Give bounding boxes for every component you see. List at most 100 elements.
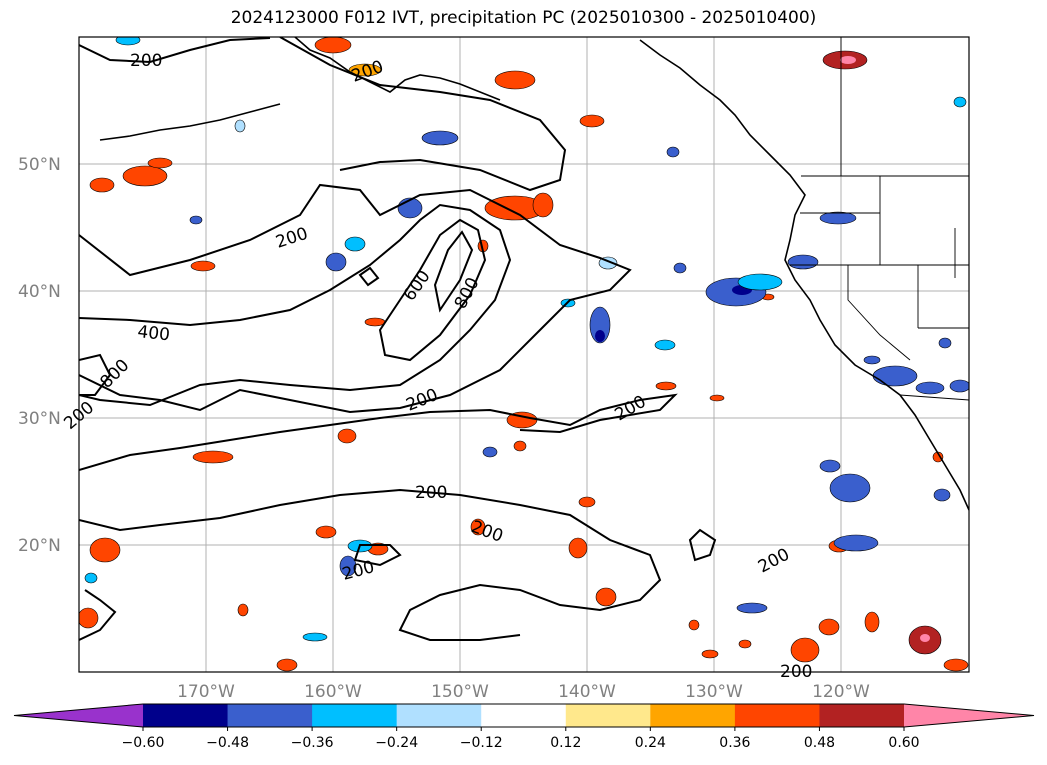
colorbar-segment (143, 704, 229, 727)
pc-patch (579, 114, 605, 128)
lon-label-120w: 120°W (812, 682, 870, 702)
pc-patch (421, 130, 459, 146)
pc-patch (302, 632, 328, 642)
pc-patch (833, 534, 879, 552)
pc-patch (709, 394, 725, 402)
colorbar-tick-label: 0.12 (550, 735, 581, 751)
pc-patch (482, 446, 498, 458)
colorbar-segment (227, 704, 313, 727)
pc-patch (953, 96, 967, 108)
ivt-contour-200-south (79, 488, 662, 641)
pc-patch (494, 70, 536, 90)
lat-label-50: 50°N (18, 155, 61, 175)
ivt-contour-200-south-west (79, 589, 117, 641)
ivt-contour-200-north (79, 37, 271, 64)
map-frame (78, 36, 970, 673)
pc-patch (234, 119, 246, 133)
pc-patch (115, 37, 141, 46)
pc-patch (688, 619, 700, 631)
pc-patch (737, 273, 783, 291)
pc-patch (595, 587, 617, 607)
pc-patch (920, 634, 930, 642)
pc-patch (532, 192, 554, 218)
pc-patch (736, 602, 768, 614)
pc-patch (738, 639, 752, 649)
pc-patch (840, 56, 856, 64)
pc-patch (787, 254, 819, 270)
ivt-contour-200-main (79, 183, 632, 414)
longitude-labels: 170°W 160°W 150°W 140°W 130°W 120°W (177, 682, 870, 702)
colorbar-segment (650, 704, 736, 727)
lat-label-30: 30°N (18, 409, 61, 429)
pc-patch (595, 330, 605, 342)
colorbar-tick-label: 0.24 (635, 735, 666, 751)
north-america-coast (639, 39, 969, 511)
pc-patch (348, 63, 382, 77)
lat-label-40: 40°N (18, 282, 61, 302)
lon-label-130w: 130°W (685, 682, 743, 702)
ivt-contour-800-west (79, 353, 112, 396)
ivt-label: 200 (780, 662, 812, 682)
pc-patch (147, 157, 173, 169)
pc-patch (189, 215, 203, 225)
pc-patch (237, 603, 249, 617)
colorbar-segment (312, 704, 398, 727)
pc-patch (819, 211, 857, 225)
ivt-label: 200 (415, 483, 447, 503)
colorbar: −0.60 −0.48 −0.36 −0.24 −0.12 0.12 0.24 0.36 0.4… (13, 703, 1035, 751)
pc-patch (872, 365, 918, 387)
colorbar-extend-low (14, 704, 143, 727)
colorbar-tick-label: −0.24 (375, 735, 418, 751)
pc-patch (701, 649, 719, 659)
pc-patch (819, 459, 841, 473)
latitude-labels: 50°N 40°N 30°N 20°N (18, 155, 61, 556)
ivt-label: 400 (136, 322, 170, 345)
pc-patch (192, 450, 234, 464)
pc-patch (89, 177, 115, 193)
pc-patch (79, 607, 99, 629)
ivt-label: 200 (130, 51, 162, 71)
colorbar-tick-label: −0.48 (206, 735, 249, 751)
pc-patch (933, 488, 951, 502)
ivt-contour-200-subtropic (79, 393, 678, 471)
pc-patch (470, 518, 486, 536)
colorbar-tick-label: 0.48 (804, 735, 835, 751)
ivt-contour-200-island (353, 544, 402, 567)
pc-patch (325, 252, 347, 272)
pc-patch (578, 496, 596, 508)
map-title: 2024123000 F012 IVT, precipitation PC (2… (230, 8, 817, 28)
pc-patch (84, 572, 98, 584)
ivt-contour-800 (433, 230, 474, 313)
pc-patch (654, 339, 676, 351)
pc-patch (337, 428, 357, 444)
pc-patch (943, 658, 969, 672)
pc-patch (673, 262, 687, 274)
pc-patch (915, 381, 945, 395)
colorbar-segment (819, 704, 905, 727)
lon-label-150w: 150°W (431, 682, 489, 702)
pc-patch (864, 611, 880, 633)
pc-patch (315, 525, 337, 539)
pc-patch (949, 379, 969, 393)
colorbar-tick-label: 0.36 (719, 735, 750, 751)
ivt-contour-200-east (688, 528, 717, 562)
coastlines (99, 37, 969, 511)
pc-patch (589, 306, 611, 344)
map-background (79, 37, 969, 672)
lon-label-140w: 140°W (558, 682, 616, 702)
pc-patch (364, 317, 386, 327)
pc-patch (666, 146, 680, 158)
ivt-contours (79, 37, 717, 641)
pc-patch (89, 537, 121, 563)
ivt-contour-600 (378, 218, 487, 362)
pc-patch (568, 537, 588, 559)
colorbar-tick-label: −0.36 (291, 735, 334, 751)
colorbar-tick-label: −0.60 (122, 735, 165, 751)
pc-patch (655, 381, 677, 391)
pc-patch (863, 355, 881, 365)
ivt-contour-200-upper-loop (279, 37, 567, 192)
pc-patch (122, 165, 168, 187)
lon-label-160w: 160°W (304, 682, 362, 702)
colorbar-segment (481, 704, 567, 727)
